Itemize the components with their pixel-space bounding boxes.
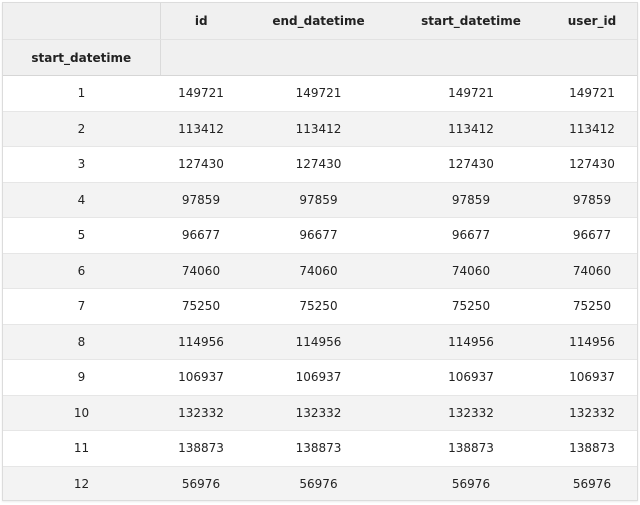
table-cell: 132332 [242, 395, 395, 431]
table-cell: 127430 [395, 147, 547, 183]
table-cell: 97859 [547, 182, 637, 218]
empty-header-cell [242, 40, 395, 76]
index-name-row: start_datetime [3, 40, 637, 76]
row-index-cell: 10 [3, 395, 160, 431]
table-cell: 149721 [160, 76, 242, 112]
table-row: 10 132332 132332 132332 132332 [3, 395, 637, 431]
row-index-cell: 3 [3, 147, 160, 183]
corner-cell [3, 3, 160, 40]
table-row: 8 114956 114956 114956 114956 [3, 324, 637, 360]
table-cell: 127430 [547, 147, 637, 183]
row-index-cell: 12 [3, 466, 160, 501]
table-cell: 114956 [395, 324, 547, 360]
table-cell: 74060 [547, 253, 637, 289]
table-cell: 132332 [395, 395, 547, 431]
column-header-end-datetime: end_datetime [242, 3, 395, 40]
dataframe-table: id end_datetime start_datetime user_id s… [3, 3, 637, 501]
index-name-header: start_datetime [3, 40, 160, 76]
empty-header-cell [160, 40, 242, 76]
table-row: 1 149721 149721 149721 149721 [3, 76, 637, 112]
table-cell: 149721 [395, 76, 547, 112]
table-cell: 74060 [395, 253, 547, 289]
empty-header-cell [547, 40, 637, 76]
row-index-cell: 1 [3, 76, 160, 112]
table-cell: 138873 [242, 431, 395, 467]
table-row: 11 138873 138873 138873 138873 [3, 431, 637, 467]
row-index-cell: 2 [3, 111, 160, 147]
table-cell: 113412 [547, 111, 637, 147]
table-cell: 75250 [160, 289, 242, 325]
table-header: id end_datetime start_datetime user_id s… [3, 3, 637, 76]
table-cell: 56976 [395, 466, 547, 501]
table-cell: 106937 [547, 360, 637, 396]
table-body: 1 149721 149721 149721 149721 2 113412 113412 11… [3, 76, 637, 502]
table-cell: 138873 [160, 431, 242, 467]
table-row: 4 97859 97859 97859 97859 [3, 182, 637, 218]
table-cell: 75250 [395, 289, 547, 325]
row-index-cell: 7 [3, 289, 160, 325]
table-cell: 56976 [160, 466, 242, 501]
table-cell: 75250 [547, 289, 637, 325]
table-cell: 97859 [242, 182, 395, 218]
column-header-start-datetime: start_datetime [395, 3, 547, 40]
empty-header-cell [395, 40, 547, 76]
column-header-row: id end_datetime start_datetime user_id [3, 3, 637, 40]
row-index-cell: 6 [3, 253, 160, 289]
table-cell: 106937 [160, 360, 242, 396]
row-index-cell: 8 [3, 324, 160, 360]
table-cell: 127430 [242, 147, 395, 183]
table-row: 5 96677 96677 96677 96677 [3, 218, 637, 254]
table-cell: 149721 [242, 76, 395, 112]
table-cell: 75250 [242, 289, 395, 325]
table-cell: 114956 [160, 324, 242, 360]
table-cell: 138873 [547, 431, 637, 467]
table-cell: 96677 [160, 218, 242, 254]
table-cell: 97859 [160, 182, 242, 218]
row-index-cell: 5 [3, 218, 160, 254]
table-row: 2 113412 113412 113412 113412 [3, 111, 637, 147]
table-cell: 132332 [160, 395, 242, 431]
table-cell: 149721 [547, 76, 637, 112]
table-cell: 56976 [242, 466, 395, 501]
table-cell: 96677 [547, 218, 637, 254]
table-cell: 96677 [395, 218, 547, 254]
table-cell: 138873 [395, 431, 547, 467]
table-cell: 114956 [242, 324, 395, 360]
row-index-cell: 11 [3, 431, 160, 467]
table-row: 3 127430 127430 127430 127430 [3, 147, 637, 183]
table-cell: 96677 [242, 218, 395, 254]
table-cell: 106937 [395, 360, 547, 396]
table-cell: 74060 [160, 253, 242, 289]
table-cell: 97859 [395, 182, 547, 218]
table-row: 12 56976 56976 56976 56976 [3, 466, 637, 501]
column-header-id: id [160, 3, 242, 40]
table-cell: 113412 [160, 111, 242, 147]
table-cell: 114956 [547, 324, 637, 360]
table-row: 9 106937 106937 106937 106937 [3, 360, 637, 396]
column-header-user-id: user_id [547, 3, 637, 40]
table-cell: 56976 [547, 466, 637, 501]
table-cell: 113412 [242, 111, 395, 147]
table-cell: 132332 [547, 395, 637, 431]
table-cell: 74060 [242, 253, 395, 289]
table-row: 7 75250 75250 75250 75250 [3, 289, 637, 325]
table-cell: 113412 [395, 111, 547, 147]
row-index-cell: 4 [3, 182, 160, 218]
row-index-cell: 9 [3, 360, 160, 396]
table-cell: 127430 [160, 147, 242, 183]
table-cell: 106937 [242, 360, 395, 396]
table-row: 6 74060 74060 74060 74060 [3, 253, 637, 289]
